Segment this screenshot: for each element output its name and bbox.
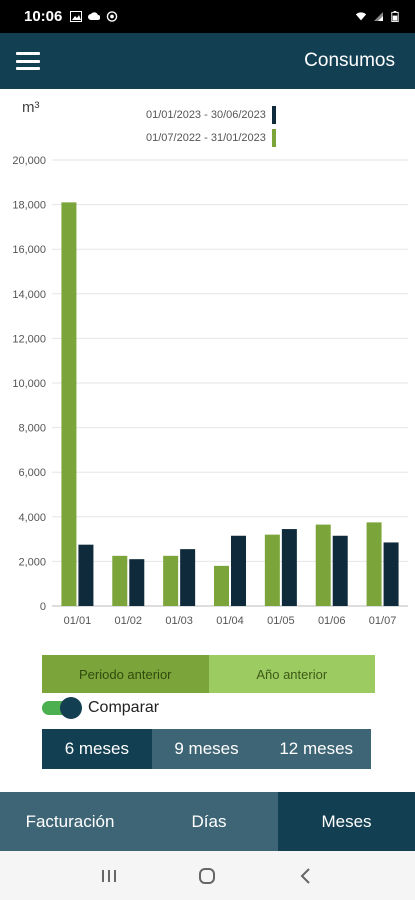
legend-item-previous: 01/07/2022 - 31/01/2023 [146, 126, 276, 149]
period-6-months[interactable]: 6 meses [42, 729, 152, 769]
legend-item-current: 01/01/2023 - 30/06/2023 [146, 103, 276, 126]
x-tick-label: 01/01 [64, 615, 92, 627]
x-tick-label: 01/02 [115, 615, 143, 627]
status-time: 10:06 [24, 8, 63, 25]
chart-unit-label: m³ [22, 99, 40, 116]
compare-mode-previous-period[interactable]: Periodo anterior [42, 655, 209, 693]
bar-previous-01-01[interactable] [61, 202, 77, 606]
app-bar: Consumos [0, 33, 415, 89]
legend-swatch-current [271, 105, 276, 124]
bar-current-01-07[interactable] [383, 542, 399, 606]
bar-current-01-01[interactable] [78, 544, 94, 606]
y-tick-label: 16,000 [12, 244, 46, 256]
bar-previous-01-07[interactable] [366, 522, 382, 606]
compare-toggle-label: Comparar [88, 699, 160, 716]
x-tick-label: 01/07 [369, 615, 397, 627]
menu-icon[interactable] [16, 52, 40, 70]
compare-mode-previous-year[interactable]: Año anterior [208, 655, 375, 693]
x-tick-label: 01/04 [216, 615, 244, 627]
compare-toggle[interactable] [42, 697, 82, 719]
bar-chart-svg: 0 2,000 4,000 6,000 8,000 10,000 12,000 14,000 1… [12, 155, 408, 627]
x-tick-label: 01/05 [267, 615, 295, 627]
page-title: Consumos [304, 50, 395, 71]
bar-previous-01-02[interactable] [112, 555, 128, 606]
back-icon[interactable] [294, 864, 318, 888]
x-tick-label: 01/03 [165, 615, 193, 627]
y-tick-label: 14,000 [12, 289, 46, 301]
battery-icon [391, 11, 399, 22]
y-tick-label: 0 [40, 601, 46, 613]
period-9-months[interactable]: 9 meses [151, 729, 262, 769]
bar-current-01-03[interactable] [180, 549, 196, 606]
legend-label-previous: 01/07/2022 - 31/01/2023 [146, 131, 266, 144]
compare-toggle-row: Comparar [42, 697, 159, 719]
y-tick-label: 2,000 [18, 556, 46, 568]
tab-dias[interactable]: Días [140, 792, 278, 851]
compare-mode-selector: Periodo anterior Año anterior [42, 655, 375, 693]
bottom-nav: Facturación Días Meses [0, 792, 415, 851]
bar-previous-01-06[interactable] [315, 524, 331, 606]
home-icon[interactable] [195, 864, 219, 888]
bar-previous-01-05[interactable] [264, 534, 280, 606]
period-12-months[interactable]: 12 meses [261, 729, 372, 769]
system-nav-bar [0, 851, 415, 900]
recent-apps-icon[interactable] [97, 864, 121, 888]
image-icon [70, 11, 83, 22]
y-tick-label: 18,000 [12, 200, 46, 212]
x-tick-label: 01/06 [318, 615, 346, 627]
bar-current-01-04[interactable] [231, 535, 246, 606]
status-left-icons [70, 11, 118, 22]
period-selector: 6 meses 9 meses 12 meses [42, 729, 372, 769]
cloud-icon [88, 12, 101, 20]
tab-meses[interactable]: Meses [278, 792, 415, 851]
wifi-icon [355, 12, 367, 21]
consumption-chart: m³ 01/01/2023 - 30/06/2023 01/07/2022 - … [0, 89, 415, 649]
settings-icon [107, 11, 118, 22]
y-tick-label: 6,000 [18, 467, 46, 479]
legend-swatch-previous [271, 128, 276, 147]
bar-previous-01-04[interactable] [214, 565, 229, 606]
y-tick-label: 20,000 [12, 155, 46, 167]
bar-current-01-02[interactable] [129, 559, 145, 606]
y-tick-label: 8,000 [18, 423, 46, 435]
bar-current-01-06[interactable] [332, 535, 348, 606]
y-tick-label: 10,000 [12, 378, 46, 390]
status-bar: 10:06 [0, 0, 415, 33]
signal-icon [374, 12, 383, 21]
toggle-knob [60, 697, 82, 719]
tab-facturacion[interactable]: Facturación [0, 792, 140, 851]
y-tick-label: 4,000 [18, 512, 46, 524]
legend-label-current: 01/01/2023 - 30/06/2023 [146, 108, 266, 121]
chart-legend: 01/01/2023 - 30/06/2023 01/07/2022 - 31/… [146, 103, 276, 149]
bar-previous-01-03[interactable] [163, 555, 179, 606]
status-right-icons [355, 11, 401, 22]
bar-current-01-05[interactable] [281, 529, 297, 606]
y-tick-label: 12,000 [12, 333, 46, 345]
